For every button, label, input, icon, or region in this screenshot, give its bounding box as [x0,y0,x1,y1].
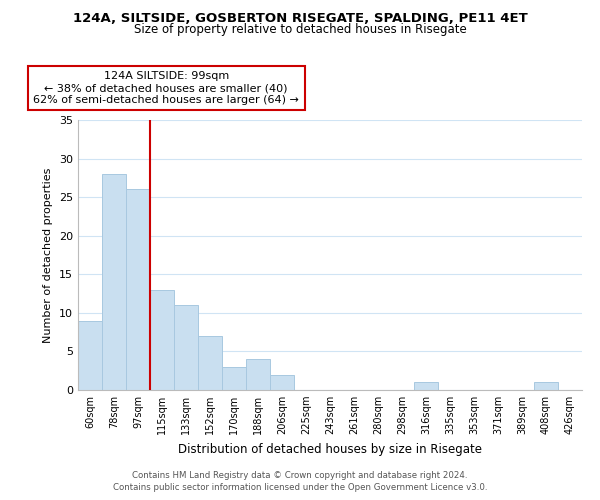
Bar [270,374,294,390]
Bar [534,382,558,390]
Bar [102,174,126,390]
Bar [150,290,174,390]
X-axis label: Distribution of detached houses by size in Risegate: Distribution of detached houses by size … [178,442,482,456]
Bar [414,382,438,390]
Text: 124A, SILTSIDE, GOSBERTON RISEGATE, SPALDING, PE11 4ET: 124A, SILTSIDE, GOSBERTON RISEGATE, SPAL… [73,12,527,26]
Bar [222,367,246,390]
Bar [174,305,198,390]
Bar [246,359,270,390]
Text: 124A SILTSIDE: 99sqm
← 38% of detached houses are smaller (40)
62% of semi-detac: 124A SILTSIDE: 99sqm ← 38% of detached h… [33,72,299,104]
Bar [126,190,150,390]
Text: Size of property relative to detached houses in Risegate: Size of property relative to detached ho… [134,24,466,36]
Y-axis label: Number of detached properties: Number of detached properties [43,168,53,342]
Bar [198,336,222,390]
Text: Contains HM Land Registry data © Crown copyright and database right 2024.
Contai: Contains HM Land Registry data © Crown c… [113,471,487,492]
Bar [78,320,102,390]
